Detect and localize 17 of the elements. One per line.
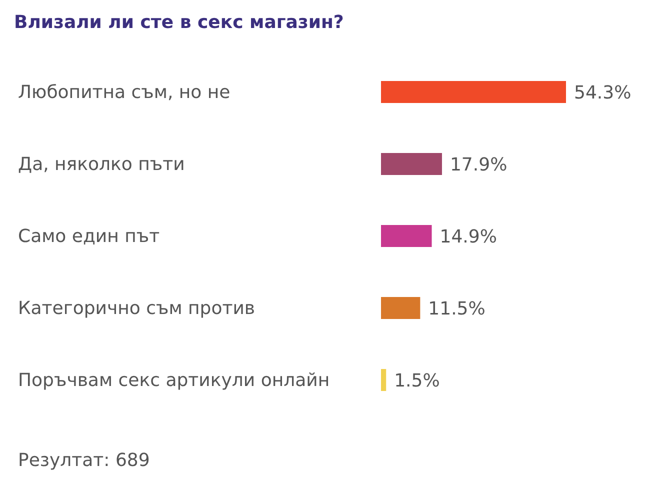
bar	[381, 369, 386, 391]
text: Резултат: 689	[18, 450, 150, 471]
y-tick-label: Да, няколко пъти	[18, 154, 185, 175]
y-tick-label: Любопитна съм, но не	[18, 82, 230, 103]
data-label: 54.3%	[574, 82, 632, 104]
bar	[381, 81, 566, 103]
data-label: 1.5%	[394, 370, 440, 392]
y-tick-label: Категорично съм против	[18, 298, 256, 319]
bar	[381, 297, 420, 319]
y-tick-label: Поръчвам секс артикули онлайн	[18, 370, 330, 391]
bar	[381, 225, 432, 247]
bar	[381, 153, 442, 175]
data-label: 17.9%	[450, 154, 508, 176]
text: Влизали ли сте в секс магазин?	[14, 12, 344, 33]
y-tick-label: Само един път	[18, 226, 160, 247]
data-label: 11.5%	[428, 298, 486, 320]
data-label: 14.9%	[440, 226, 497, 248]
